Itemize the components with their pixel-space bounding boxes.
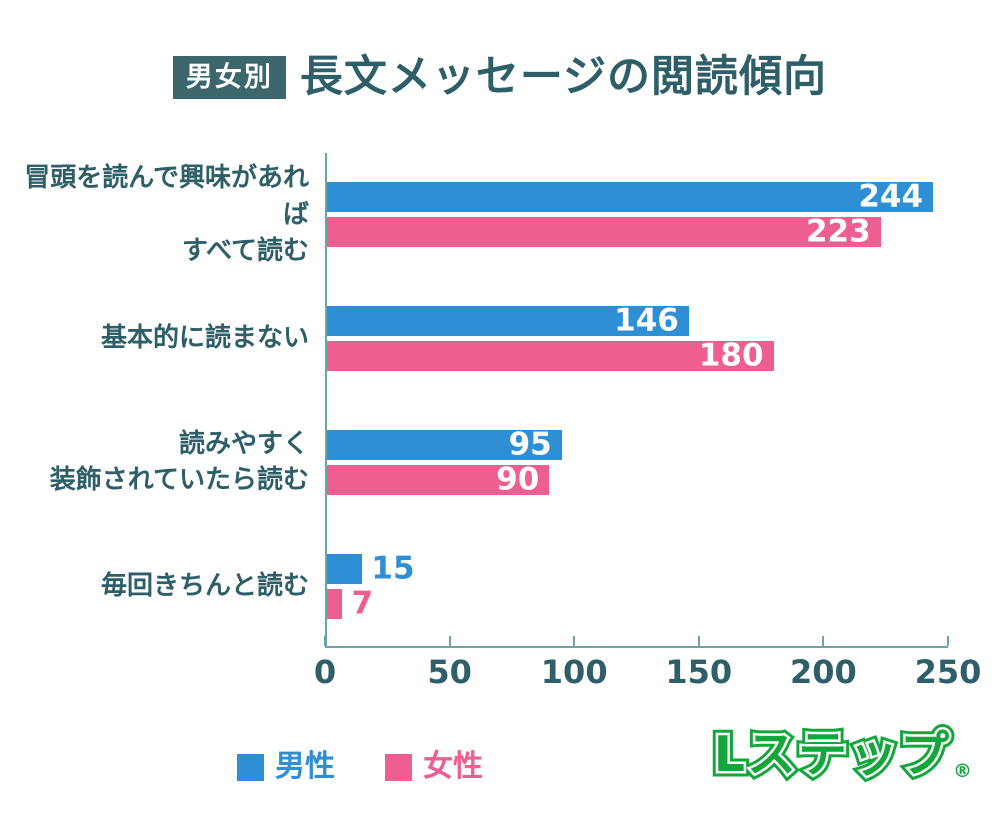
- bar-女性: 180: [325, 337, 774, 374]
- bar-男性: 146: [325, 302, 689, 339]
- category-label: 読みやすく 装飾されていたら読む: [49, 428, 309, 496]
- title-row: 男女別 長文メッセージの閲読傾向: [0, 56, 1000, 99]
- registered-mark: ®: [953, 759, 972, 782]
- bar-value-label: 180: [698, 337, 764, 374]
- category-label: 毎回きちんと読む: [100, 570, 309, 601]
- legend-label-male: 男性: [275, 749, 335, 784]
- chart-row: 読みやすく 装飾されていたら読む 95 90: [0, 401, 948, 525]
- bar-男性: 95: [325, 426, 562, 463]
- x-tick-label: 200: [789, 653, 857, 691]
- bar-男性: 15: [325, 553, 415, 584]
- x-tick-mark: [947, 636, 949, 646]
- x-tick-mark: [822, 636, 825, 646]
- x-tick-mark: [697, 636, 700, 646]
- x-tick-label: 50: [427, 653, 472, 691]
- legend-label-female: 女性: [423, 749, 483, 784]
- lstep-logo: Lステップ Lステップ Lステップ ®: [708, 718, 972, 792]
- bar-value-label: 223: [805, 213, 871, 250]
- chart-rows: 冒頭を読んで興味があれば すべて読む 244 223 基本的に読まない 146 180 読みや…: [0, 153, 948, 648]
- bar-女性: 7: [325, 588, 373, 619]
- male-swatch: [237, 753, 264, 781]
- x-axis-line: [325, 646, 948, 648]
- lstep-logo-text: Lステップ Lステップ Lステップ: [708, 721, 954, 789]
- legend-item-male: 男性: [237, 752, 335, 782]
- bar-value-label: 15: [371, 550, 415, 587]
- page-title: 長文メッセージの閲読傾向: [299, 52, 828, 102]
- female-swatch: [385, 753, 412, 781]
- chart-legend: 男性 女性: [0, 752, 720, 782]
- x-tick-label: 150: [665, 653, 733, 691]
- title-badge: 男女別: [172, 56, 286, 99]
- chart-row: 基本的に読まない 146 180: [0, 277, 948, 401]
- bar-男性: 244: [325, 178, 934, 215]
- legend-item-female: 女性: [385, 752, 483, 782]
- chart-row: 毎回きちんと読む 15 7: [0, 524, 948, 648]
- bar-group: 15 7: [325, 553, 948, 619]
- bar-value-label: 146: [614, 302, 679, 339]
- bar-value-label: 244: [858, 178, 924, 215]
- y-axis-line: [325, 153, 327, 648]
- bar-value-label: 95: [508, 426, 552, 463]
- bar-chart: 冒頭を読んで興味があれば すべて読む 244 223 基本的に読まない 146 180 読みや…: [0, 153, 981, 688]
- x-tick-mark: [448, 636, 451, 646]
- x-tick-mark: [573, 636, 576, 646]
- x-tick-label: 250: [914, 653, 982, 691]
- chart-row: 冒頭を読んで興味があれば すべて読む 244 223: [0, 153, 948, 277]
- x-tick-label: 0: [313, 653, 337, 691]
- x-tick-label: 100: [540, 653, 608, 691]
- bar-group: 146 180: [325, 302, 948, 374]
- category-label: 基本的に読まない: [100, 323, 309, 354]
- x-tick-mark: [324, 636, 326, 646]
- bar-女性: 90: [325, 461, 550, 498]
- bar-value-label: 90: [496, 461, 540, 498]
- bar-女性: 223: [325, 213, 881, 250]
- bar-group: 95 90: [325, 426, 948, 498]
- category-label: 冒頭を読んで興味があれば すべて読む: [24, 163, 309, 267]
- bar-group: 244 223: [325, 178, 948, 250]
- bar-value-label: 7: [351, 585, 374, 622]
